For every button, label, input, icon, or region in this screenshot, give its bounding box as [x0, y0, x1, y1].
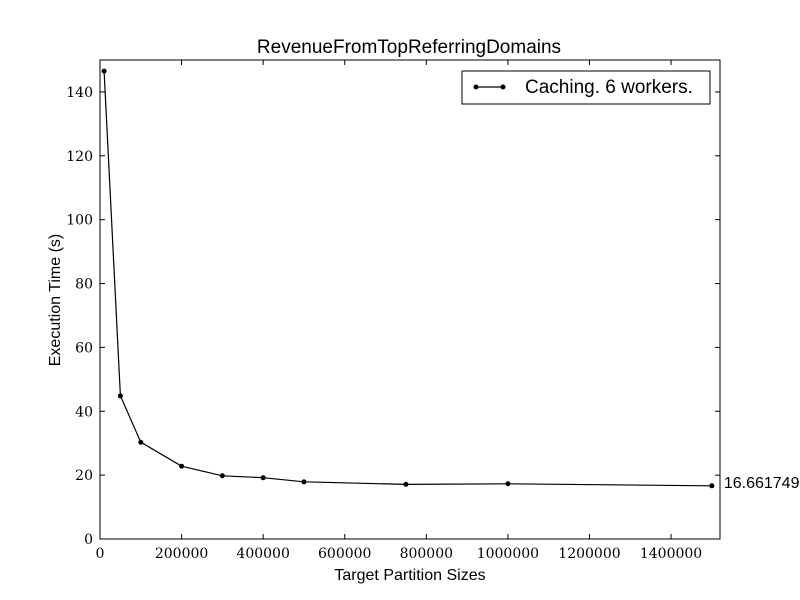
- x-tick-label: 800000: [400, 546, 453, 562]
- data-point: [117, 393, 123, 399]
- axis-tick-labels: 0 200000 400000 600000 800000 1000000 1200000 1…: [66, 85, 702, 562]
- data-point: [709, 483, 715, 489]
- legend-entry-label: Caching. 6 workers.: [525, 77, 693, 98]
- data-point: [403, 481, 409, 487]
- data-point: [505, 481, 511, 487]
- data-point: [219, 473, 225, 479]
- x-tick-label: 400000: [236, 546, 289, 562]
- x-tick-label: 1000000: [477, 546, 539, 562]
- legend-marker-end: [500, 84, 506, 90]
- x-tick-label: 1400000: [640, 546, 702, 562]
- x-tick-label: 600000: [318, 546, 371, 562]
- data-annotation: 16.6617499: [724, 475, 800, 492]
- legend-marker-start: [473, 84, 479, 90]
- y-tick-label: 120: [66, 149, 93, 165]
- data-point: [301, 479, 307, 485]
- x-tick-label: 0: [96, 546, 105, 562]
- data-point: [260, 475, 266, 481]
- plot-area: [99, 59, 721, 540]
- y-tick-label: 40: [75, 404, 93, 420]
- y-tick-label: 140: [66, 85, 93, 101]
- annotations: 16.6617499: [724, 475, 800, 492]
- data-point: [179, 463, 185, 469]
- y-tick-label: 60: [75, 340, 93, 356]
- y-tick-label: 80: [75, 277, 93, 293]
- legend: Caching. 6 workers.: [461, 70, 711, 105]
- data-point: [101, 68, 107, 74]
- y-tick-label: 0: [84, 532, 93, 548]
- y-tick-label: 20: [75, 468, 93, 484]
- x-axis-label: Target Partition Sizes: [334, 567, 485, 584]
- x-tick-label: 200000: [155, 546, 208, 562]
- x-tick-label: 1200000: [558, 546, 620, 562]
- data-point: [138, 439, 144, 445]
- chart-title: RevenueFromTopReferringDomains: [257, 37, 561, 58]
- series-line: [103, 71, 712, 487]
- axis-ticks: [99, 60, 720, 540]
- series-layer: [101, 68, 715, 489]
- y-axis-label: Execution Time (s): [47, 234, 64, 366]
- y-tick-label: 100: [66, 213, 93, 229]
